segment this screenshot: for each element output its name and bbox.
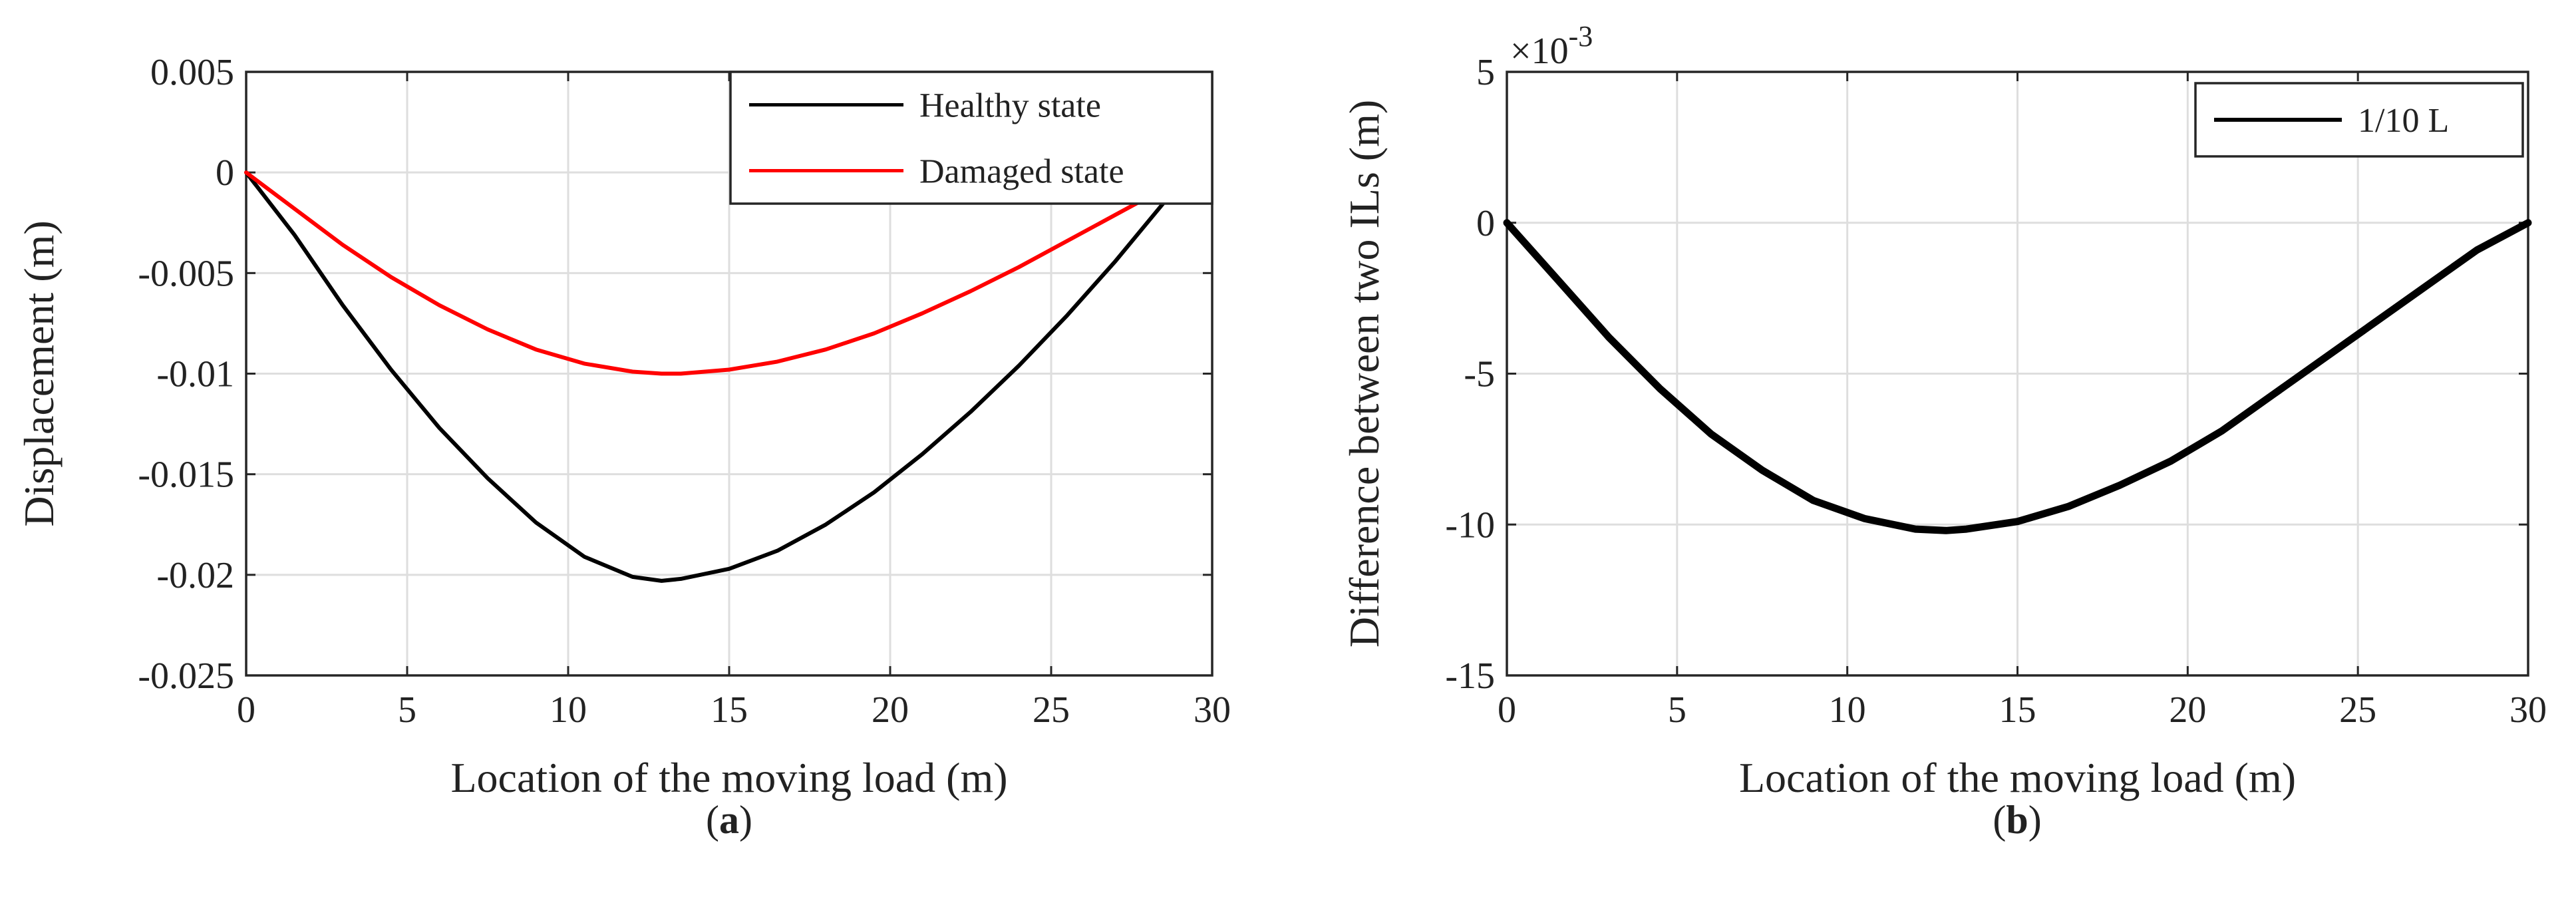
x-tick-label: 10	[550, 689, 587, 731]
y-tick-label: -15	[1445, 655, 1495, 697]
legend-entry: Damaged state	[919, 153, 1124, 191]
exponent-power: -3	[1569, 20, 1593, 53]
x-tick-label: 25	[2339, 689, 2376, 731]
y-tick-label: 0	[1476, 203, 1495, 244]
y-tick-label: -10	[1445, 504, 1495, 546]
panel-label: (a)	[706, 798, 752, 842]
y-tick-label: -0.02	[156, 555, 234, 596]
y-tick-label: -0.015	[138, 454, 234, 496]
y-tick-label: 0.005	[150, 52, 234, 93]
x-tick-label: 25	[1033, 689, 1070, 731]
y-tick-label: -0.025	[138, 655, 234, 697]
x-tick-label: 0	[237, 689, 255, 731]
x-tick-label: 10	[1829, 689, 1866, 731]
y-axis-label: Difference between two ILs (m)	[1341, 100, 1388, 647]
legend: 1/10 L	[2194, 82, 2524, 158]
y-axis-label: Displacement (m)	[15, 220, 63, 526]
x-tick-label: 15	[711, 689, 748, 731]
axis-exponent-label: ×10-3	[1510, 20, 1593, 72]
x-tick-label: 30	[1194, 689, 1231, 731]
series-line-1	[1503, 219, 2532, 534]
x-axis-label: Location of the moving load (m)	[450, 754, 1007, 801]
series-line-1	[244, 170, 1195, 583]
y-tick-label: -0.01	[156, 354, 234, 395]
x-tick-label: 30	[2509, 689, 2547, 731]
x-tick-label: 0	[1498, 689, 1516, 731]
series-line-2	[244, 170, 1195, 376]
x-tick-label: 15	[1999, 689, 2036, 731]
legend: Healthy state Damaged state	[729, 71, 1213, 205]
y-tick-label: 0	[216, 152, 234, 194]
y-tick-label: -5	[1464, 354, 1495, 395]
y-tick-label: -0.005	[138, 253, 234, 294]
x-tick-label: 20	[872, 689, 909, 731]
legend-entry: Healthy state	[919, 87, 1101, 125]
legend-entry: 1/10 L	[2358, 102, 2449, 140]
exponent-base: ×10	[1510, 31, 1569, 72]
x-axis-label: Location of the moving load (m)	[1739, 754, 2296, 801]
y-tick-label: 5	[1476, 52, 1495, 93]
panel-a: 0 5 10 15 20 25 30 0.005 0 -0.005 -0.01 -0.015 -0.02…	[15, 52, 1231, 842]
x-tick-label: 5	[398, 689, 416, 731]
legend-box	[729, 71, 1213, 205]
x-tick-label: 5	[1668, 689, 1687, 731]
panel-label: (b)	[1993, 798, 2041, 842]
panel-b: 0 5 10 15 20 25 30 5 0 -5 -10 -15 1/10 L Location of …	[1341, 20, 2547, 842]
x-tick-label: 20	[2169, 689, 2206, 731]
